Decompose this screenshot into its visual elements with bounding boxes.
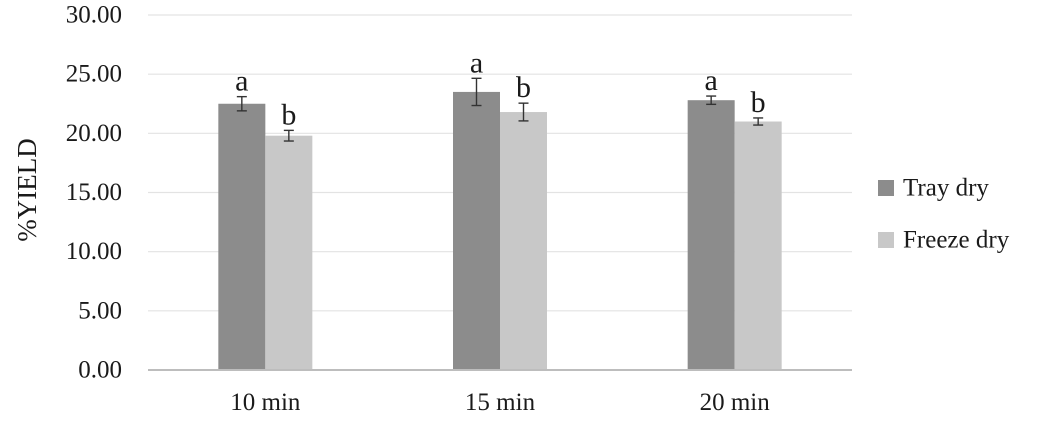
bar [734, 121, 782, 370]
x-tick-label: 15 min [465, 389, 536, 416]
y-tick-label: 0.00 [78, 357, 122, 384]
y-tick-label: 15.00 [66, 179, 122, 206]
significance-label: b [516, 71, 531, 104]
bar [500, 112, 547, 371]
y-tick-label: 25.00 [66, 61, 122, 88]
x-tick-label: 20 min [700, 389, 771, 416]
bar [218, 103, 266, 370]
bar [453, 91, 500, 371]
significance-label: a [470, 46, 483, 79]
axes: 0.00 5.00 10.00 15.00 20.00 25.00 30.00 10 min 1… [66, 2, 852, 416]
y-tick-label: 30.00 [66, 2, 122, 29]
y-tick-label: 10.00 [66, 238, 122, 265]
significance-label: b [751, 86, 766, 119]
legend-label: Freeze dry [903, 227, 1010, 254]
legend: Tray dry Freeze dry [878, 175, 1010, 254]
legend-swatch [878, 180, 894, 196]
x-tick-label: 10 min [230, 389, 301, 416]
bar [687, 100, 735, 370]
significance-label: a [235, 65, 248, 98]
y-tick-label: 20.00 [66, 120, 122, 147]
y-tick-label: 5.00 [78, 297, 122, 324]
significance-label: b [281, 98, 296, 131]
y-axis-label: %YIELD [12, 138, 42, 241]
legend-swatch [878, 232, 894, 248]
bar [265, 135, 313, 370]
legend-label: Tray dry [903, 175, 989, 202]
significance-label: a [705, 64, 718, 97]
